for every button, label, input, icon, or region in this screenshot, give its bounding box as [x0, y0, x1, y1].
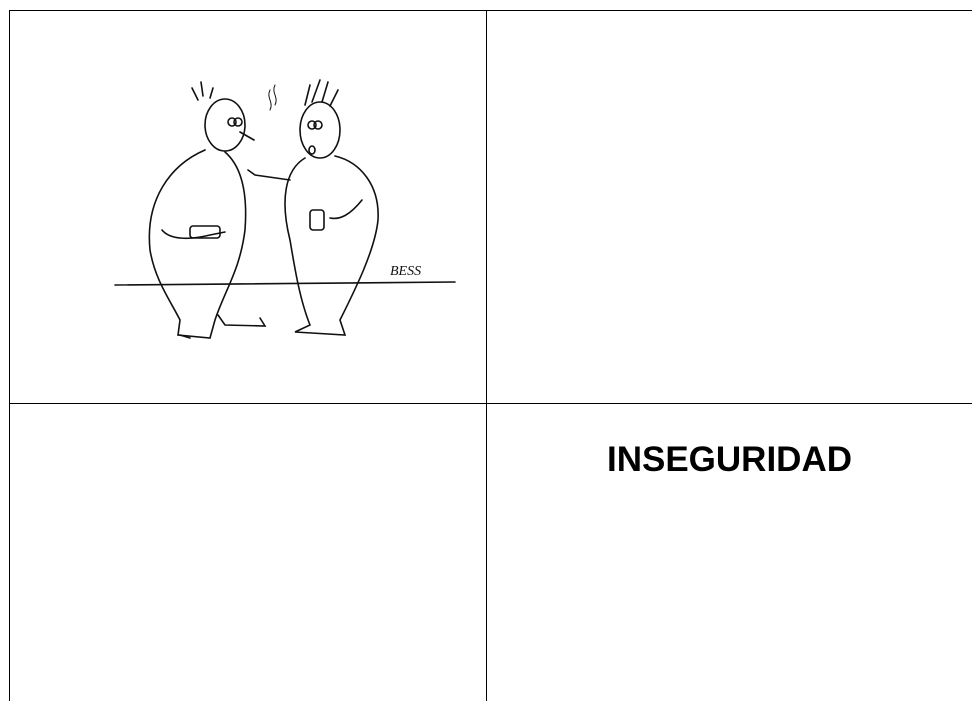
table-border-left [9, 10, 10, 701]
cartoon-signature: BESS [390, 264, 421, 279]
floor-line [114, 281, 456, 286]
table-column-divider [486, 10, 487, 701]
right-man [247, 79, 379, 336]
left-man [148, 81, 267, 339]
table-border-middle [9, 403, 972, 404]
cartoon: BESS [114, 79, 456, 339]
cell-text: INSEGURIDAD [606, 440, 853, 479]
table-border-top [9, 10, 972, 11]
